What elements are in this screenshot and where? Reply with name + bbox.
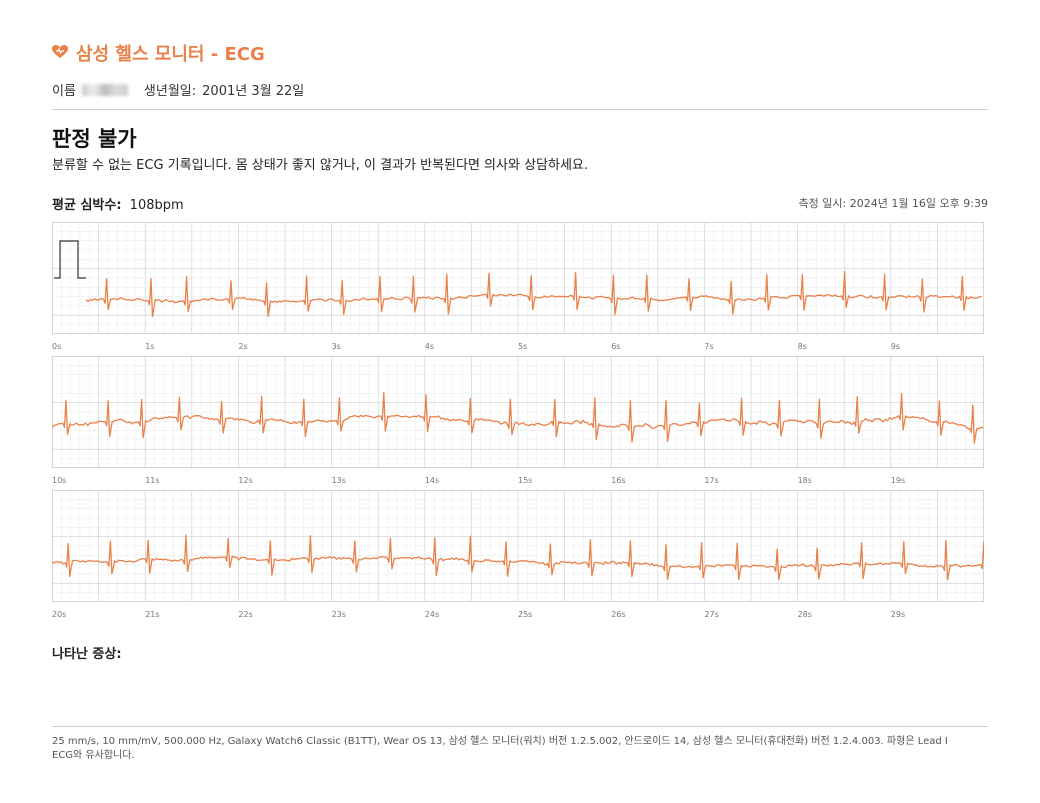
time-tick-label: 11s [145,476,160,485]
time-tick-label: 14s [424,476,440,485]
time-tick-label: 17s [704,476,719,485]
birth-value: 2001년 3월 22일 [202,84,305,99]
time-tick-label: 4s [424,342,435,351]
time-tick-label: 25s [518,610,533,619]
bottom-divider [52,726,988,727]
time-tick-label: 13s [331,476,346,485]
time-tick-label: 22s [238,610,253,619]
time-tick-label: 10s [52,476,67,485]
ecg-grid [52,356,984,468]
name-label: 이름 [52,84,76,99]
result-title: 판정 불가 [52,127,137,151]
ecg-grid [52,222,984,334]
measurement-timestamp: 측정 일시: 2024년 1월 16일 오후 9:39 [798,197,988,210]
time-tick-label: 27s [704,610,719,619]
time-tick-label: 1s [145,342,155,351]
ecg-strip-3 [52,490,984,602]
ecg-waveform [52,391,984,444]
ecg-strip-1-ticks: 0s 1s 2s 3s 4s 5s 6s 7s 8s 9s [52,342,984,354]
device-info-footer: 25 mm/s, 10 mm/mV, 500.000 Hz, Galaxy Wa… [52,736,948,761]
time-tick-label: 16s [611,476,626,485]
name-redacted [81,83,128,96]
time-tick-label: 18s [797,476,812,485]
time-tick-label: 24s [424,610,440,619]
calibration-pulse [54,240,86,279]
result-description: 분류할 수 없는 ECG 기록입니다. 몸 상태가 좋지 않거나, 이 결과가 … [52,158,589,173]
ecg-strip-3-ticks: 20s 21s 22s 23s 24s 25s 26s 27s 28s 29s [52,610,984,622]
ecg-waveform [85,271,982,318]
ecg-strip-2-ticks: 10s 11s 12s 13s 14s 15s 16s 17s 18s 19s [52,476,984,488]
time-tick-label: 3s [331,342,341,351]
time-tick-label: 7s [704,342,714,351]
ecg-waveform [52,534,984,581]
time-tick-label: 9s [890,342,901,351]
time-tick-label: 5s [518,342,528,351]
time-tick-label: 0s [52,342,62,351]
ecg-strip-2 [52,356,984,468]
time-tick-label: 19s [890,476,906,485]
ecg-strip-1 [52,222,984,334]
time-tick-label: 8s [797,342,807,351]
top-divider [52,109,988,110]
app-header: 삼성 헬스 모니터 - ECG [52,40,265,66]
time-tick-label: 23s [331,610,346,619]
heart-rate-row: 평균 심박수: 108bpm [52,194,184,213]
time-tick-label: 15s [518,476,533,485]
time-tick-label: 26s [611,610,626,619]
time-tick-label: 28s [797,610,812,619]
app-title: 삼성 헬스 모니터 - ECG [76,44,265,65]
heart-rate-value: 108bpm [129,198,184,213]
time-tick-label: 20s [52,610,67,619]
heart-rate-label: 평균 심박수: [52,198,122,213]
time-tick-label: 6s [611,342,621,351]
time-tick-label: 12s [238,476,253,485]
symptoms-label: 나타난 증상: [52,647,122,662]
time-tick-label: 29s [890,610,906,619]
heart-icon [52,44,68,63]
time-tick-label: 21s [145,610,160,619]
birth-label: 생년월일: [143,84,197,99]
patient-info: 이름 생년월일: 2001년 3월 22일 [52,80,304,99]
time-tick-label: 2s [238,342,248,351]
ecg-grid [52,490,984,602]
